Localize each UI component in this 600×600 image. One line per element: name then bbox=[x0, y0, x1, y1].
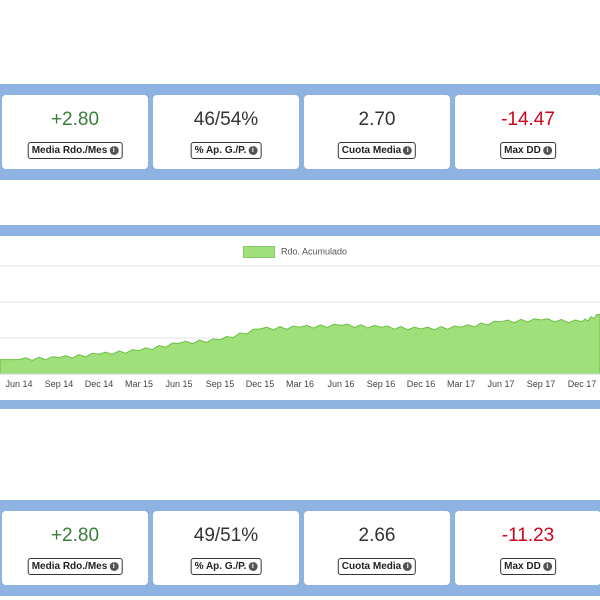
stat-label-button[interactable]: Max DD i bbox=[500, 142, 556, 159]
x-tick-label: Jun 14 bbox=[5, 379, 32, 389]
legend-label: Rdo. Acumulado bbox=[281, 246, 348, 257]
info-icon[interactable]: i bbox=[403, 145, 413, 155]
stat-label-button[interactable]: % Ap. G./P. i bbox=[190, 558, 262, 575]
x-tick-label: Dec 14 bbox=[85, 379, 114, 389]
bottom-card-4: -11.23 Max DD i bbox=[455, 511, 600, 585]
x-tick-label: Jun 16 bbox=[327, 379, 354, 389]
x-tick-label: Dec 17 bbox=[568, 379, 597, 389]
bottom-card-2: 49/51% % Ap. G./P. i bbox=[153, 511, 299, 585]
x-tick-label: Sep 17 bbox=[527, 379, 556, 389]
stat-label-text: % Ap. G./P. bbox=[194, 145, 247, 156]
info-icon[interactable]: i bbox=[403, 561, 413, 571]
top-card-2: 46/54% % Ap. G./P. i bbox=[153, 95, 299, 169]
x-tick-label: Sep 14 bbox=[45, 379, 74, 389]
info-icon[interactable]: i bbox=[109, 145, 119, 155]
stat-label-text: Max DD bbox=[504, 561, 541, 572]
stat-label-text: Max DD bbox=[504, 145, 541, 156]
chart-legend[interactable]: Rdo. Acumulado bbox=[243, 246, 347, 258]
stat-label-text: Media Rdo./Mes bbox=[31, 561, 108, 572]
x-tick-label: Mar 17 bbox=[447, 379, 475, 389]
legend-swatch bbox=[243, 246, 275, 258]
cumulative-result-chart: Jun 14 Sep 14 Dec 14 Mar 15 Jun 15 Sep 15 Dec … bbox=[0, 265, 600, 389]
info-icon[interactable]: i bbox=[248, 561, 258, 571]
x-tick-label: Sep 16 bbox=[367, 379, 396, 389]
stat-label-button[interactable]: Media Rdo./Mes i bbox=[27, 142, 123, 159]
top-card-1: +2.80 Media Rdo./Mes i bbox=[2, 95, 148, 169]
x-tick-label: Mar 16 bbox=[286, 379, 314, 389]
stat-label-text: Media Rdo./Mes bbox=[31, 145, 108, 156]
stat-value: +2.80 bbox=[50, 525, 100, 546]
stat-label-button[interactable]: % Ap. G./P. i bbox=[190, 142, 262, 159]
stat-value: 2.70 bbox=[358, 109, 396, 130]
info-icon[interactable]: i bbox=[542, 561, 552, 571]
x-tick-label: Mar 15 bbox=[125, 379, 153, 389]
stat-value: -11.23 bbox=[501, 525, 555, 546]
top-card-4: -14.47 Max DD i bbox=[455, 95, 600, 169]
info-icon[interactable]: i bbox=[109, 561, 119, 571]
stat-label-text: Cuota Media bbox=[341, 145, 402, 156]
stat-label-text: Cuota Media bbox=[341, 561, 402, 572]
x-tick-label: Jun 17 bbox=[487, 379, 514, 389]
stat-label-button[interactable]: Max DD i bbox=[500, 558, 556, 575]
stat-value: +2.80 bbox=[50, 109, 100, 130]
stat-value: 49/51% bbox=[193, 525, 259, 546]
top-card-3: 2.70 Cuota Media i bbox=[304, 95, 450, 169]
stat-value: -14.47 bbox=[501, 109, 555, 130]
stat-label-text: % Ap. G./P. bbox=[194, 561, 247, 572]
stat-label-button[interactable]: Media Rdo./Mes i bbox=[27, 558, 123, 575]
area-series-rdo-acumulado bbox=[0, 313, 600, 375]
bottom-card-3: 2.66 Cuota Media i bbox=[304, 511, 450, 585]
x-tick-label: Dec 15 bbox=[246, 379, 275, 389]
stat-value: 2.66 bbox=[358, 525, 396, 546]
stat-label-button[interactable]: Cuota Media i bbox=[337, 558, 417, 575]
stat-value: 46/54% bbox=[193, 109, 259, 130]
stat-label-button[interactable]: Cuota Media i bbox=[337, 142, 417, 159]
bottom-card-1: +2.80 Media Rdo./Mes i bbox=[2, 511, 148, 585]
x-tick-label: Sep 15 bbox=[206, 379, 235, 389]
info-icon[interactable]: i bbox=[248, 145, 258, 155]
x-tick-label: Jun 15 bbox=[165, 379, 192, 389]
info-icon[interactable]: i bbox=[542, 145, 552, 155]
x-tick-label: Dec 16 bbox=[407, 379, 436, 389]
